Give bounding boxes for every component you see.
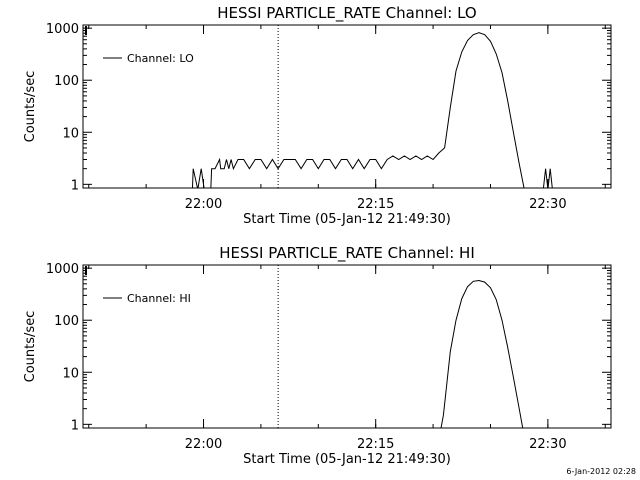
x-axis-label: Start Time (05-Jan-12 21:49:30) (243, 212, 451, 227)
y-axis-label: Counts/sec (23, 311, 38, 383)
panel-lo: HESSI PARTICLE_RATE Channel: LO 22:00 22:1… (23, 4, 612, 227)
timestamp: 6-Jan-2012 02:28 (566, 467, 636, 476)
legend-label: Channel: LO (127, 52, 194, 65)
plot-frame (82, 264, 612, 429)
x-tick-label: 22:15 (357, 437, 394, 452)
y-tick-label: 100 (54, 74, 79, 89)
y-axis-label: Counts/sec (23, 71, 38, 143)
y-tick-label: 100 (54, 314, 79, 329)
x-tick-label: 22:30 (529, 437, 566, 452)
plot-frame (82, 24, 612, 189)
y-tick-label: 1000 (46, 262, 79, 277)
y-tick-label: 1 (71, 418, 79, 433)
x-axis-label: Start Time (05-Jan-12 21:49:30) (243, 452, 451, 467)
x-tick-label: 22:30 (529, 197, 566, 212)
x-tick-label: 22:00 (185, 437, 222, 452)
series-line (440, 279, 524, 428)
y-tick-label: 1 (71, 178, 79, 193)
y-tick-label: 10 (62, 126, 79, 141)
x-tick-label: 22:15 (357, 197, 394, 212)
x-tick-label: 22:00 (185, 197, 222, 212)
y-tick-label: 1000 (46, 22, 79, 37)
legend-label: Channel: HI (127, 292, 191, 305)
chart-title: HESSI PARTICLE_RATE Channel: HI (219, 244, 475, 263)
chart-title: HESSI PARTICLE_RATE Channel: LO (217, 4, 476, 23)
series-line (191, 32, 553, 188)
panel-hi: HESSI PARTICLE_RATE Channel: HI 22:00 22:1… (23, 244, 612, 467)
y-tick-label: 10 (62, 366, 79, 381)
